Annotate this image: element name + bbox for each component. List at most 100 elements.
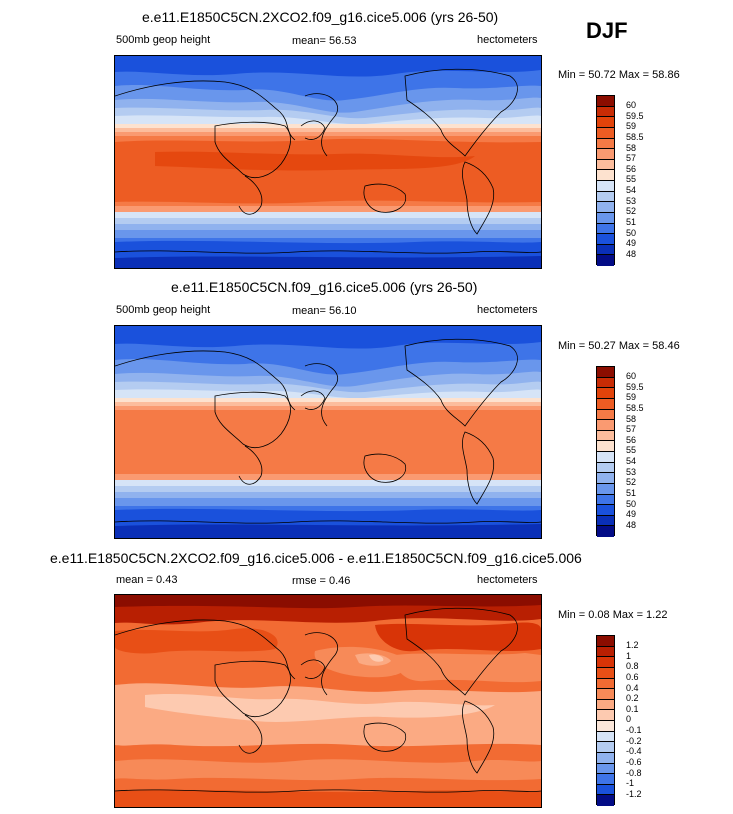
colorbar-tick-label: 60 xyxy=(626,371,637,381)
colorbar-swatch xyxy=(597,742,614,753)
colorbar-swatch xyxy=(597,763,614,775)
colorbar-tick-label: 0 xyxy=(626,714,632,725)
colorbar-tick-label: 54 xyxy=(626,456,637,466)
panel-1-field-label: 500mb geop height xyxy=(116,34,211,46)
panel-2-units: hectometers xyxy=(477,304,538,316)
panel-3-title: e.e11.E1850C5CN.2XCO2.f09_g16.cice5.006 … xyxy=(50,550,582,566)
colorbar-swatch xyxy=(597,710,614,721)
colorbar-swatch xyxy=(597,159,614,171)
colorbar-tick-label: 1 xyxy=(626,650,632,661)
colorbar-tick-label: 56 xyxy=(626,163,637,174)
colorbar-swatch xyxy=(597,483,614,495)
colorbar-swatch xyxy=(597,377,614,389)
colorbar-tick-label: 50 xyxy=(626,227,637,238)
colorbar-swatch xyxy=(597,181,614,192)
colorbar-tick-label: 53 xyxy=(626,195,637,206)
panel-1-units: hectometers xyxy=(477,34,538,46)
colorbar-swatch xyxy=(597,398,614,410)
colorbar-tick-label: -0.2 xyxy=(626,735,642,746)
colorbar-swatch xyxy=(597,441,614,452)
colorbar-tick-label: -0.1 xyxy=(626,725,642,735)
colorbar-swatch xyxy=(597,752,614,764)
colorbar-tick-label: 0.1 xyxy=(626,703,639,714)
colorbar-swatch xyxy=(597,636,614,647)
colorbar-swatch xyxy=(597,106,614,118)
panel-1-mean: mean= 56.53 xyxy=(292,35,357,47)
panel-1-map xyxy=(114,55,542,269)
colorbar-swatch xyxy=(597,699,614,711)
colorbar-tick-label: 49 xyxy=(626,509,637,520)
colorbar-tick-label: 58.5 xyxy=(626,402,644,413)
panel-3-map-svg xyxy=(115,595,541,807)
colorbar-tick-label: 0.6 xyxy=(626,671,639,682)
colorbar-tick-label: 58.5 xyxy=(626,131,644,142)
colorbar-tick-label: 49 xyxy=(626,238,637,249)
colorbar-swatch xyxy=(597,494,614,506)
colorbar-tick-label: 1.2 xyxy=(626,640,639,650)
colorbar-tick-label: -0.4 xyxy=(626,746,642,757)
colorbar-tick-label: 58 xyxy=(626,413,637,424)
panel-1-map-svg xyxy=(115,56,541,268)
colorbar-swatch xyxy=(597,191,614,203)
panel-3-minmax: Min = 0.08 Max = 1.22 xyxy=(558,609,668,621)
colorbar-swatch xyxy=(597,774,614,785)
colorbar-tick-label: 56 xyxy=(626,434,637,445)
colorbar-tick-label: 54 xyxy=(626,185,637,195)
colorbar-swatch xyxy=(597,473,614,484)
panel-3-rmse: rmse = 0.46 xyxy=(292,575,351,587)
colorbar-tick-label: 0.4 xyxy=(626,682,639,693)
colorbar-tick-label: 0.2 xyxy=(626,693,639,704)
colorbar-tick-label: 58 xyxy=(626,142,637,153)
colorbar-swatch xyxy=(597,244,614,256)
colorbar-tick-label: 48 xyxy=(626,248,637,259)
colorbar-tick-label: 52 xyxy=(626,477,637,488)
colorbar-swatch xyxy=(597,678,614,690)
colorbar-swatch xyxy=(597,657,614,668)
colorbar-tick-label: -1.2 xyxy=(626,788,642,799)
colorbar-swatch xyxy=(597,689,614,700)
colorbar-swatch xyxy=(597,127,614,139)
panel-3-colorbar xyxy=(596,635,615,806)
colorbar-swatch xyxy=(597,505,614,516)
colorbar-tick-label: 51 xyxy=(626,487,637,498)
colorbar-tick-label: 55 xyxy=(626,174,637,185)
colorbar-swatch xyxy=(597,430,614,442)
colorbar-tick-label: 60 xyxy=(626,100,637,110)
colorbar-swatch xyxy=(597,462,614,474)
colorbar-tick-label: 51 xyxy=(626,216,637,227)
colorbar-swatch xyxy=(597,420,614,431)
colorbar-swatch xyxy=(597,149,614,160)
colorbar-tick-label: 0.8 xyxy=(626,661,639,672)
colorbar-tick-label: 48 xyxy=(626,519,637,530)
colorbar-swatch xyxy=(597,367,614,378)
colorbar-swatch xyxy=(597,667,614,679)
colorbar-swatch xyxy=(597,138,614,150)
colorbar-tick-label: 59 xyxy=(626,121,637,132)
panel-2-colorbar xyxy=(596,366,615,537)
colorbar-swatch xyxy=(597,255,614,266)
colorbar-tick-label: 50 xyxy=(626,498,637,509)
panel-2-title: e.e11.E1850C5CN.f09_g16.cice5.006 (yrs 2… xyxy=(171,279,478,295)
colorbar-swatch xyxy=(597,223,614,235)
colorbar-swatch xyxy=(597,170,614,181)
colorbar-tick-label: -0.8 xyxy=(626,767,642,778)
panel-2-mean: mean= 56.10 xyxy=(292,305,357,317)
colorbar-swatch xyxy=(597,409,614,421)
panel-1-title: e.e11.E1850C5CN.2XCO2.f09_g16.cice5.006 … xyxy=(142,9,499,25)
panel-3-units: hectometers xyxy=(477,574,538,586)
colorbar-tick-label: -1 xyxy=(626,778,635,789)
colorbar-tick-label: -0.6 xyxy=(626,756,642,767)
panel-3-map xyxy=(114,594,542,808)
colorbar-tick-label: 57 xyxy=(626,424,637,435)
colorbar-tick-label: 53 xyxy=(626,466,637,477)
panel-2-minmax: Min = 50.27 Max = 58.46 xyxy=(558,340,680,352)
colorbar-swatch xyxy=(597,721,614,732)
panel-1-colorbar xyxy=(596,95,615,266)
colorbar-tick-label: 59 xyxy=(626,392,637,403)
panel-3-mean: mean = 0.43 xyxy=(116,574,178,586)
colorbar-tick-label: 52 xyxy=(626,206,637,217)
colorbar-swatch xyxy=(597,452,614,463)
colorbar-swatch xyxy=(597,731,614,743)
colorbar-swatch xyxy=(597,646,614,658)
colorbar-tick-label: 59.5 xyxy=(626,381,644,392)
